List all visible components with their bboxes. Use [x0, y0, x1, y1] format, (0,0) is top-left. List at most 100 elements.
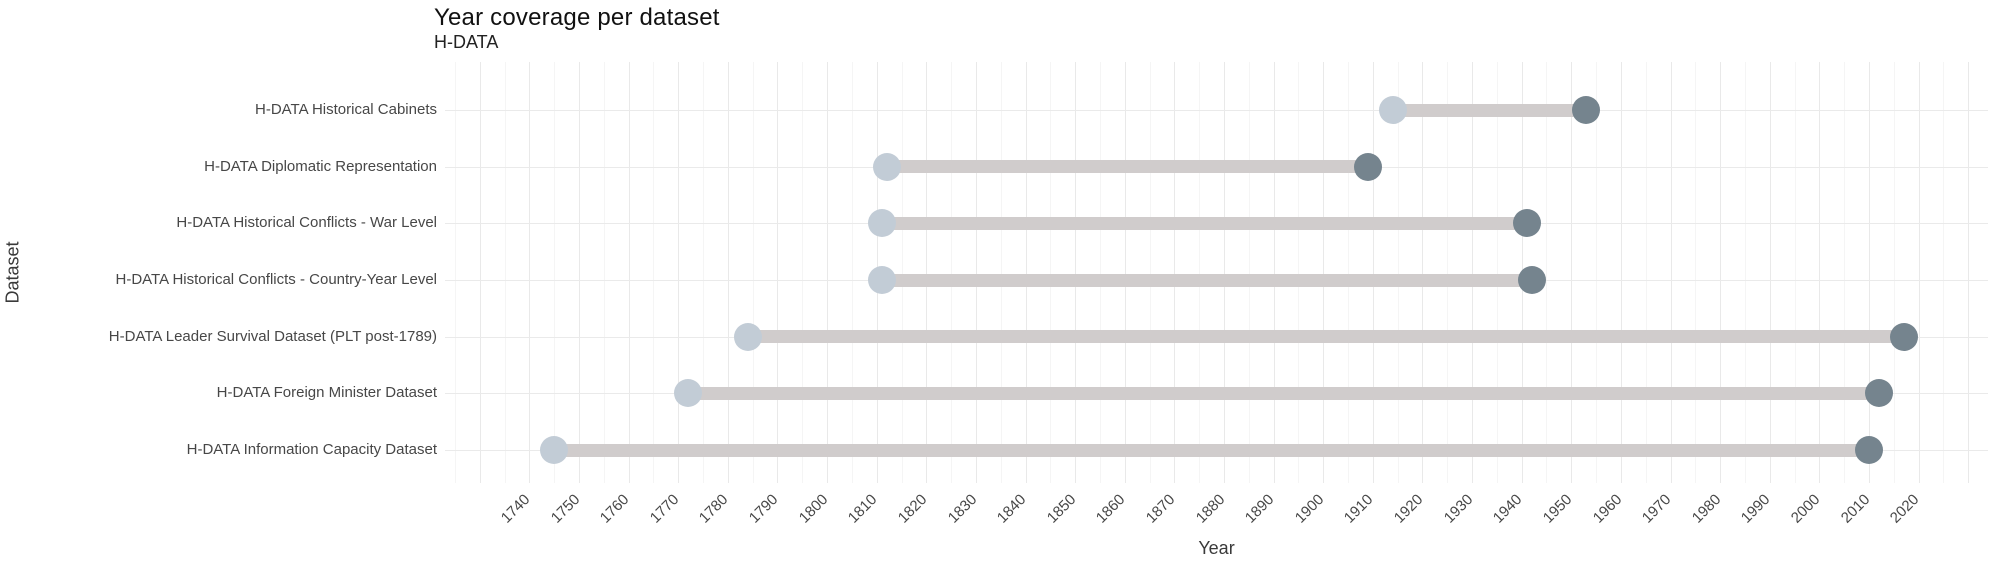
major-gridline	[1372, 62, 1374, 483]
minor-gridline	[1695, 62, 1697, 483]
x-tick-label: 1950	[1539, 491, 1576, 527]
x-tick-label: 1800	[795, 491, 832, 527]
major-gridline	[529, 62, 531, 483]
x-tick-label: 1760	[597, 491, 633, 527]
end-dot	[1517, 266, 1546, 294]
major-gridline	[1868, 62, 1870, 483]
minor-gridline	[802, 62, 804, 483]
minor-gridline	[1199, 62, 1201, 483]
major-gridline	[1769, 62, 1771, 483]
range-bar	[1392, 103, 1587, 117]
minor-gridline	[1099, 62, 1101, 483]
minor-gridline	[951, 62, 953, 483]
y-axis-title: Dataset	[2, 241, 23, 304]
x-tick-label: 1780	[696, 491, 732, 527]
major-gridline	[1620, 62, 1622, 483]
major-gridline	[777, 62, 779, 483]
x-tick-label: 2020	[1886, 491, 1923, 527]
major-gridline	[1124, 62, 1126, 483]
chart-subtitle: H-DATA	[434, 32, 499, 52]
x-tick-label: 1990	[1738, 491, 1774, 527]
x-tick-label: 1820	[894, 491, 931, 527]
y-tick-label: H-DATA Information Capacity Dataset	[186, 441, 437, 458]
start-dot	[872, 152, 901, 181]
x-tick-label: 1970	[1638, 491, 1675, 527]
minor-gridline	[1596, 62, 1597, 483]
major-gridline	[975, 62, 977, 483]
major-gridline	[1422, 62, 1424, 483]
x-tick-label: 1750	[547, 491, 584, 527]
x-tick-label: 1850	[1043, 491, 1080, 527]
major-gridline	[926, 62, 928, 483]
x-tick-label: 1790	[745, 491, 782, 527]
y-tick-label: H-DATA Leader Survival Dataset (PLT post…	[108, 327, 437, 345]
y-tick-label: H-DATA Diplomatic Representation	[204, 157, 437, 175]
minor-gridline	[1348, 62, 1349, 483]
end-dot	[1512, 209, 1541, 238]
range-bar	[747, 330, 1904, 344]
x-tick-label: 1920	[1390, 491, 1427, 527]
minor-gridline	[1794, 62, 1796, 483]
minor-gridline	[1496, 62, 1498, 483]
major-gridline	[1918, 62, 1920, 483]
minor-gridline	[851, 62, 853, 483]
x-tick-label: 1860	[1093, 491, 1129, 527]
minor-gridline	[653, 62, 655, 483]
start-dot	[867, 266, 896, 294]
major-gridline	[1472, 62, 1473, 483]
plot-panel	[445, 62, 1988, 483]
x-tick-label: 2010	[1837, 491, 1873, 527]
y-tick-label: H-DATA Foreign Minister Dataset	[216, 384, 437, 402]
major-gridline	[579, 62, 580, 483]
end-dot	[1864, 379, 1893, 408]
x-tick-label: 1900	[1291, 491, 1328, 527]
range-bar	[688, 386, 1879, 400]
major-gridline	[1968, 62, 1970, 483]
chart-title: Year coverage per dataset	[434, 4, 720, 31]
major-gridline	[827, 62, 828, 483]
x-tick-label: 1870	[1142, 491, 1179, 527]
x-tick-label: 1960	[1589, 491, 1625, 527]
end-dot	[1572, 96, 1601, 124]
y-tick-label: H-DATA Historical Conflicts - Country-Ye…	[115, 271, 438, 288]
end-dot	[1889, 322, 1918, 351]
x-tick-label: 1930	[1440, 491, 1477, 527]
major-gridline	[628, 62, 630, 483]
minor-gridline	[454, 62, 456, 483]
major-gridline	[1670, 62, 1672, 483]
major-gridline	[1323, 62, 1325, 483]
x-tick-label: 1880	[1192, 491, 1228, 527]
minor-gridline	[603, 62, 605, 483]
major-gridline	[727, 62, 729, 483]
range-bar	[554, 443, 1869, 457]
major-gridline	[1174, 62, 1176, 483]
minor-gridline	[1149, 62, 1151, 483]
minor-gridline	[1447, 62, 1449, 483]
major-gridline	[1075, 62, 1077, 483]
range-bar	[881, 273, 1532, 287]
start-dot	[867, 209, 896, 238]
x-tick-label: 2000	[1787, 491, 1824, 527]
major-gridline	[1720, 62, 1722, 483]
minor-gridline	[1744, 62, 1746, 483]
minor-gridline	[504, 62, 506, 483]
minor-gridline	[752, 62, 754, 483]
minor-gridline	[1000, 62, 1002, 483]
minor-gridline	[1248, 62, 1250, 483]
minor-gridline	[703, 62, 704, 483]
major-gridline	[1223, 62, 1225, 483]
minor-gridline	[1298, 62, 1300, 483]
x-tick-label: 1840	[993, 491, 1030, 527]
y-tick-label: H-DATA Historical Conflicts - War Level	[176, 214, 437, 232]
x-tick-label: 1810	[845, 491, 881, 527]
y-tick-label: H-DATA Historical Cabinets	[255, 101, 437, 118]
x-tick-label: 1910	[1341, 491, 1377, 527]
range-bar	[881, 216, 1527, 230]
start-dot	[733, 322, 762, 351]
x-tick-label: 1890	[1242, 491, 1278, 527]
end-dot	[1353, 152, 1382, 181]
minor-gridline	[1645, 62, 1647, 483]
x-tick-label: 1980	[1688, 491, 1725, 527]
minor-gridline	[554, 62, 556, 483]
